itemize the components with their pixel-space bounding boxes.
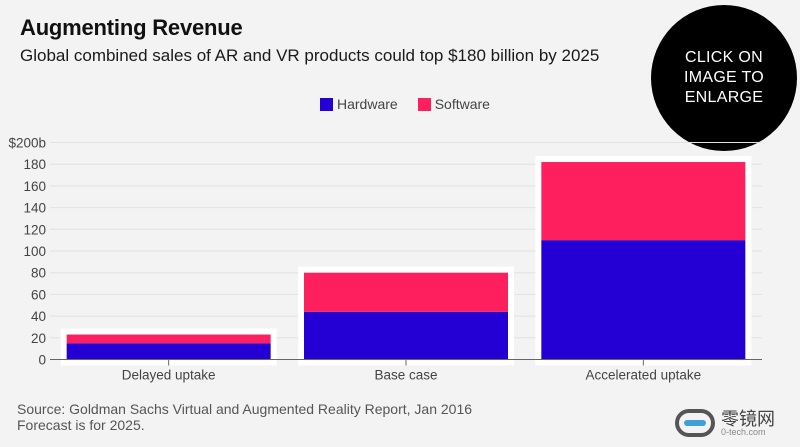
x-tick-label: Base case xyxy=(374,368,437,383)
x-tick-label: Accelerated uptake xyxy=(586,368,702,383)
y-tick-label: 20 xyxy=(31,331,46,346)
source-text: Source: Goldman Sachs Virtual and Augmen… xyxy=(17,401,473,417)
y-tick-label: 180 xyxy=(23,157,46,172)
y-tick-label: 120 xyxy=(23,222,46,237)
bar-hardware xyxy=(66,343,271,360)
badge-text: CLICK ON IMAGE TO ENLARGE xyxy=(683,49,765,106)
legend-swatch-hardware xyxy=(320,97,333,111)
bar-software xyxy=(66,334,271,344)
y-tick-label: 0 xyxy=(38,353,46,368)
legend-label-software: Software xyxy=(434,96,490,112)
chart-subtitle: Global combined sales of AR and VR produ… xyxy=(20,46,600,65)
logo-icon xyxy=(675,409,715,437)
y-tick-label: 160 xyxy=(23,179,46,194)
legend: Hardware Software xyxy=(320,96,490,112)
bar-hardware xyxy=(541,240,746,360)
forecast-note: Forecast is for 2025. xyxy=(17,417,145,433)
source-note: Source: Goldman Sachs Virtual and Augmen… xyxy=(17,401,472,433)
y-tick-label: 100 xyxy=(23,244,46,259)
y-tick-label: 140 xyxy=(23,201,46,216)
click-to-enlarge-badge[interactable]: CLICK ON IMAGE TO ENLARGE xyxy=(651,5,797,151)
y-tick-label: 40 xyxy=(31,309,46,324)
legend-swatch-software xyxy=(417,97,431,111)
legend-item-hardware: Hardware xyxy=(320,96,398,112)
bar-hardware xyxy=(304,311,508,360)
chart-title: Augmenting Revenue xyxy=(20,15,243,40)
legend-item-software: Software xyxy=(417,96,490,112)
bar-software xyxy=(541,162,746,241)
x-tick-label: Delayed uptake xyxy=(122,368,216,383)
bar-software xyxy=(304,272,508,312)
y-tick-label: 60 xyxy=(31,287,46,302)
y-tick-label: $200b xyxy=(8,136,46,151)
site-logo: 零镜网 0-tech.com xyxy=(675,409,775,437)
logo-name: 零镜网 xyxy=(721,408,775,429)
y-tick-label: 80 xyxy=(31,266,46,281)
logo-domain: 0-tech.com xyxy=(721,426,766,437)
legend-label-hardware: Hardware xyxy=(337,96,398,112)
